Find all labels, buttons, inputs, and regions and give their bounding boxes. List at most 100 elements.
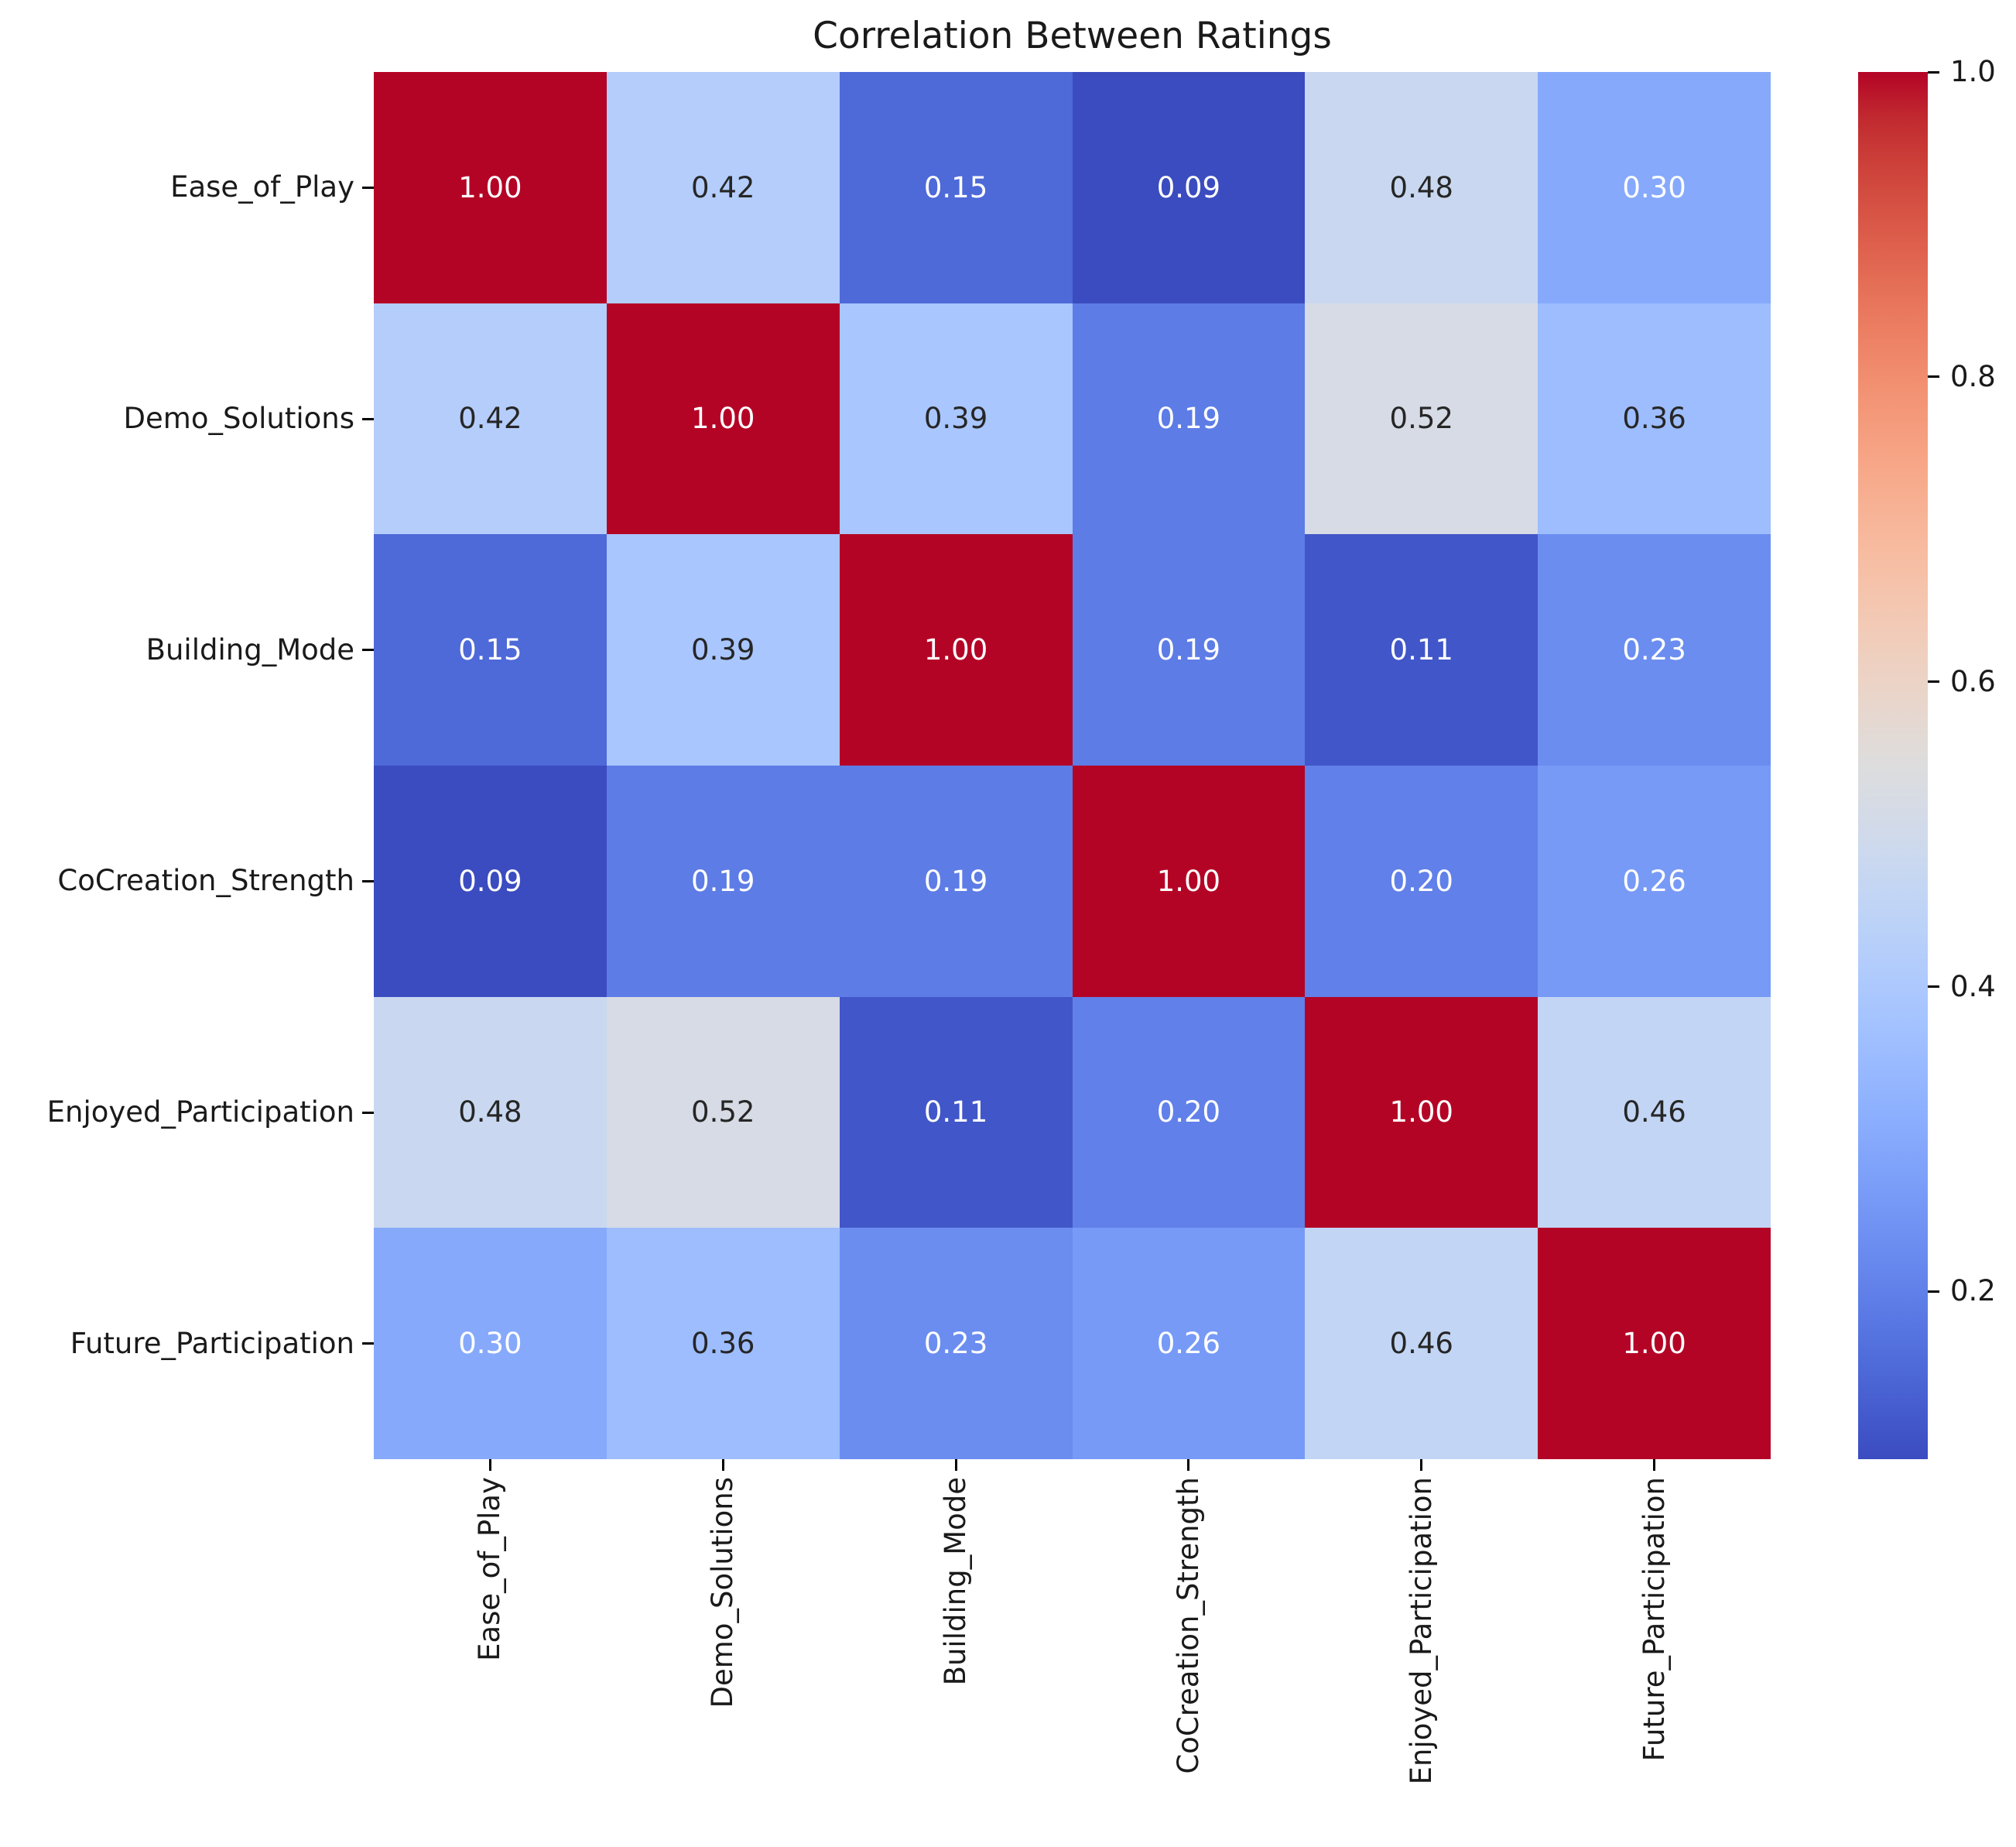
cell-annotation: 1.00 — [1156, 864, 1221, 898]
heatmap-cell-Future_Participation-Ease_of_Play: 0.30 — [374, 1228, 607, 1459]
heatmap-cell-CoCreation_Strength-Building_Mode: 0.19 — [839, 765, 1073, 997]
x-tick-mark — [1187, 1459, 1190, 1471]
y-tick-mark — [362, 417, 374, 420]
colorbar-tick-label: 0.6 — [1950, 664, 1996, 698]
cell-annotation: 0.11 — [923, 1095, 988, 1129]
cell-annotation: 0.36 — [1622, 402, 1686, 436]
cell-annotation: 0.30 — [458, 1327, 522, 1361]
colorbar-tick-mark — [1928, 1290, 1939, 1293]
cell-annotation: 0.19 — [691, 864, 755, 898]
heatmap-cell-Future_Participation-CoCreation_Strength: 0.26 — [1072, 1228, 1306, 1459]
heatmap-cell-Demo_Solutions-Enjoyed_Participation: 0.52 — [1305, 303, 1539, 535]
cell-annotation: 0.30 — [1622, 170, 1686, 204]
x-tick-label-Ease_of_Play: Ease_of_Play — [473, 1477, 507, 1661]
heatmap-cell-Ease_of_Play-Building_Mode: 0.15 — [839, 72, 1073, 303]
x-tick-label-Enjoyed_Participation: Enjoyed_Participation — [1404, 1477, 1438, 1785]
colorbar-tick-label: 1.0 — [1950, 55, 1996, 88]
colorbar-tick-mark — [1928, 375, 1939, 379]
cell-annotation: 0.26 — [1156, 1327, 1221, 1361]
cell-annotation: 1.00 — [691, 402, 755, 436]
cell-annotation: 0.19 — [1156, 402, 1221, 436]
x-tick-mark — [1420, 1459, 1423, 1471]
heatmap-cell-CoCreation_Strength-Future_Participation: 0.26 — [1538, 765, 1771, 997]
cell-annotation: 0.36 — [691, 1327, 755, 1361]
heatmap-cell-Enjoyed_Participation-Ease_of_Play: 0.48 — [374, 996, 607, 1228]
heatmap-cell-Future_Participation-Future_Participation: 1.00 — [1538, 1228, 1771, 1459]
y-tick-label-Building_Mode: Building_Mode — [145, 632, 354, 666]
x-tick-mark — [954, 1459, 957, 1471]
heatmap-cell-Future_Participation-Demo_Solutions: 0.36 — [606, 1228, 840, 1459]
cell-annotation: 0.20 — [1156, 1095, 1221, 1129]
y-tick-label-Future_Participation: Future_Participation — [70, 1326, 354, 1360]
cell-annotation: 0.23 — [1622, 633, 1686, 667]
cell-annotation: 0.15 — [458, 633, 522, 667]
y-tick-label-Demo_Solutions: Demo_Solutions — [123, 402, 354, 435]
heatmap-cell-Building_Mode-Building_Mode: 1.00 — [839, 534, 1073, 766]
cell-annotation: 1.00 — [923, 633, 988, 667]
y-tick-label-CoCreation_Strength: CoCreation_Strength — [57, 864, 354, 898]
y-tick-mark — [362, 1111, 374, 1114]
heatmap-cell-Demo_Solutions-Demo_Solutions: 1.00 — [606, 303, 840, 535]
heatmap-cell-Demo_Solutions-CoCreation_Strength: 0.19 — [1072, 303, 1306, 535]
cell-annotation: 0.11 — [1389, 633, 1453, 667]
heatmap-cell-Ease_of_Play-Demo_Solutions: 0.42 — [606, 72, 840, 303]
cell-annotation: 0.46 — [1622, 1095, 1686, 1129]
cell-annotation: 0.26 — [1622, 864, 1686, 898]
heatmap-cell-Building_Mode-Future_Participation: 0.23 — [1538, 534, 1771, 766]
cell-annotation: 0.15 — [923, 170, 988, 204]
cell-annotation: 0.46 — [1389, 1327, 1453, 1361]
heatmap-cell-Enjoyed_Participation-CoCreation_Strength: 0.20 — [1072, 996, 1306, 1228]
cell-annotation: 1.00 — [1389, 1095, 1453, 1129]
heatmap-cell-Enjoyed_Participation-Enjoyed_Participation: 1.00 — [1305, 996, 1539, 1228]
colorbar-tick-mark — [1928, 70, 1939, 74]
y-tick-mark — [362, 186, 374, 189]
cell-annotation: 0.09 — [1156, 170, 1221, 204]
cell-annotation: 0.09 — [458, 864, 522, 898]
heatmap-cell-Demo_Solutions-Ease_of_Play: 0.42 — [374, 303, 607, 535]
heatmap-cell-Future_Participation-Enjoyed_Participation: 0.46 — [1305, 1228, 1539, 1459]
cell-annotation: 0.52 — [691, 1095, 755, 1129]
colorbar-tick-mark — [1928, 985, 1939, 989]
heatmap-grid: 1.00 0.42 0.15 0.09 0.48 0.30 0.42 1.00 0.39 0.19… — [374, 72, 1771, 1459]
heatmap-cell-Building_Mode-Enjoyed_Participation: 0.11 — [1305, 534, 1539, 766]
y-tick-mark — [362, 649, 374, 652]
heatmap-cell-Future_Participation-Building_Mode: 0.23 — [839, 1228, 1073, 1459]
heatmap-cell-Building_Mode-CoCreation_Strength: 0.19 — [1072, 534, 1306, 766]
cell-annotation: 0.19 — [923, 864, 988, 898]
heatmap-cell-Ease_of_Play-CoCreation_Strength: 0.09 — [1072, 72, 1306, 303]
x-tick-label-Future_Participation: Future_Participation — [1637, 1477, 1671, 1762]
cell-annotation: 1.00 — [458, 170, 522, 204]
cell-annotation: 0.42 — [691, 170, 755, 204]
heatmap-cell-Enjoyed_Participation-Demo_Solutions: 0.52 — [606, 996, 840, 1228]
heatmap-cell-Ease_of_Play-Enjoyed_Participation: 0.48 — [1305, 72, 1539, 303]
heatmap-cell-Ease_of_Play-Future_Participation: 0.30 — [1538, 72, 1771, 303]
heatmap-cell-Enjoyed_Participation-Future_Participation: 0.46 — [1538, 996, 1771, 1228]
heatmap-cell-Building_Mode-Ease_of_Play: 0.15 — [374, 534, 607, 766]
cell-annotation: 0.19 — [1156, 633, 1221, 667]
cell-annotation: 0.23 — [923, 1327, 988, 1361]
x-tick-mark — [488, 1459, 491, 1471]
cell-annotation: 0.52 — [1389, 402, 1453, 436]
x-tick-mark — [1653, 1459, 1656, 1471]
x-tick-label-Demo_Solutions: Demo_Solutions — [706, 1477, 740, 1708]
cell-annotation: 0.48 — [458, 1095, 522, 1129]
heatmap-cell-Enjoyed_Participation-Building_Mode: 0.11 — [839, 996, 1073, 1228]
chart-title: Correlation Between Ratings — [813, 15, 1332, 57]
heatmap-cell-Demo_Solutions-Future_Participation: 0.36 — [1538, 303, 1771, 535]
heatmap-cell-CoCreation_Strength-Demo_Solutions: 0.19 — [606, 765, 840, 997]
heatmap-cell-CoCreation_Strength-Enjoyed_Participation: 0.20 — [1305, 765, 1539, 997]
heatmap-cell-Ease_of_Play-Ease_of_Play: 1.00 — [374, 72, 607, 303]
colorbar — [1858, 72, 1928, 1459]
y-tick-label-Ease_of_Play: Ease_of_Play — [170, 170, 354, 204]
y-tick-mark — [362, 879, 374, 882]
colorbar-tick-label: 0.8 — [1950, 359, 1996, 393]
cell-annotation: 1.00 — [1622, 1327, 1686, 1361]
y-tick-label-Enjoyed_Participation: Enjoyed_Participation — [46, 1095, 354, 1129]
x-tick-label-Building_Mode: Building_Mode — [939, 1477, 973, 1686]
heatmap-cell-Building_Mode-Demo_Solutions: 0.39 — [606, 534, 840, 766]
cell-annotation: 0.39 — [923, 402, 988, 436]
colorbar-tick-mark — [1928, 680, 1939, 684]
heatmap-cell-CoCreation_Strength-CoCreation_Strength: 1.00 — [1072, 765, 1306, 997]
cell-annotation: 0.39 — [691, 633, 755, 667]
